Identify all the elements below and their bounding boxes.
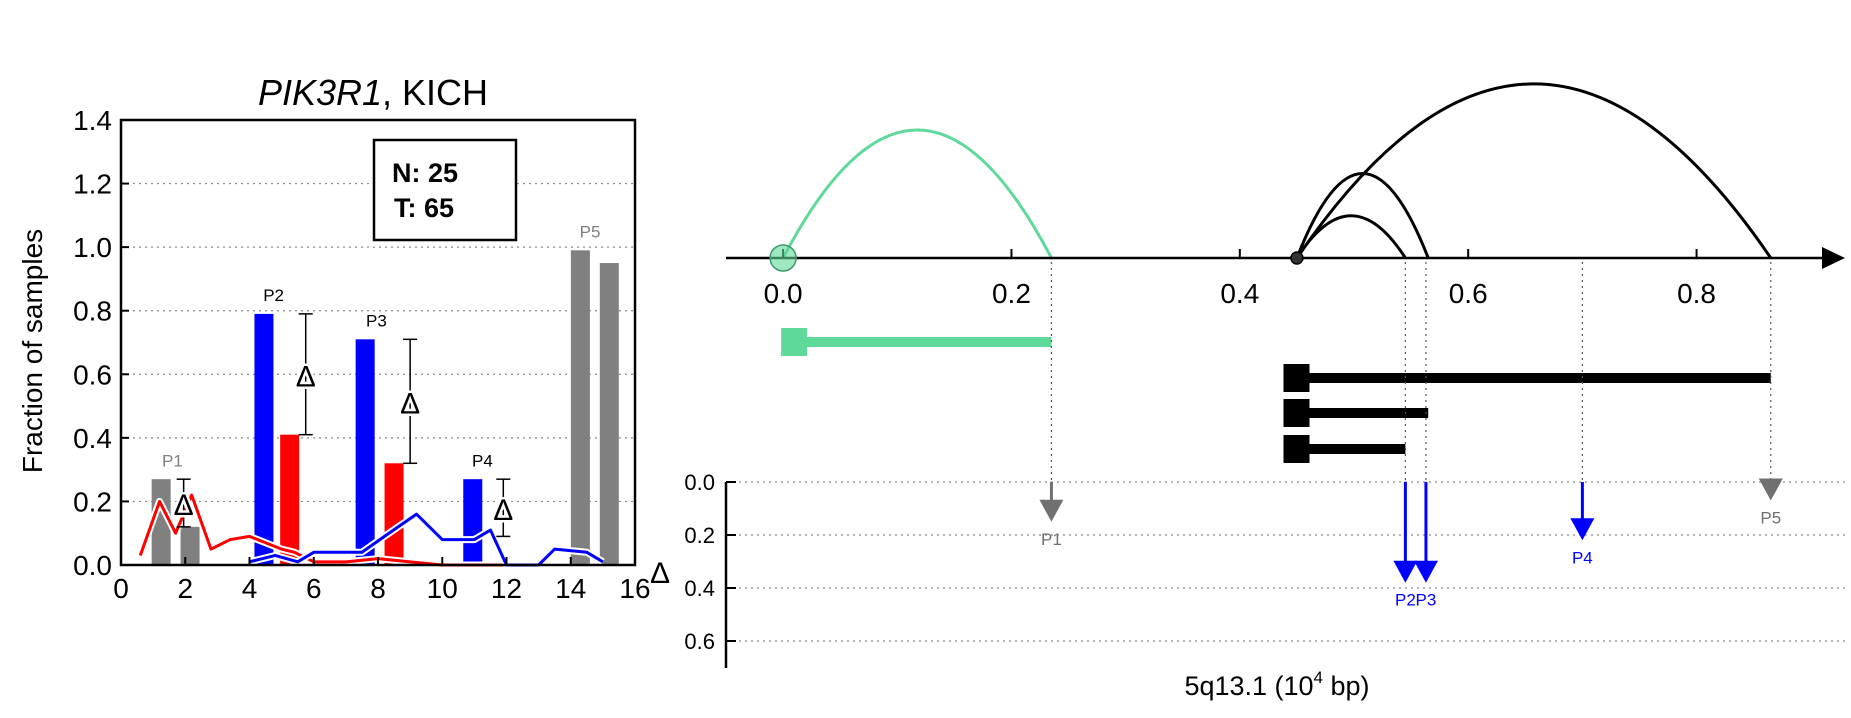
isoform-tracks (781, 328, 1771, 463)
junction-arc (781, 128, 1053, 259)
bar (463, 479, 483, 565)
left-chart-panel: PIK3R1, KICH Fraction of samples P1P2P3P… (17, 72, 651, 604)
y-tick-label: 1.4 (73, 105, 112, 136)
junction-arc (1295, 82, 1773, 259)
peak-label: P3 (366, 312, 387, 331)
delta-arrow-head (1413, 560, 1438, 583)
y-axis-label: Fraction of samples (17, 229, 48, 473)
y-tick-label: 0.0 (73, 550, 112, 581)
delta-y-tick-label: 0.2 (684, 523, 715, 548)
bar (570, 250, 590, 566)
peak-delta-label: P1 (1041, 530, 1062, 549)
delta-symbol: Δ (400, 387, 420, 420)
bar (254, 313, 274, 565)
y-tick-label: 1.0 (73, 232, 112, 263)
bar (384, 463, 404, 565)
delta-arrow-head (1393, 560, 1418, 583)
x-tick-label: 2 (177, 573, 193, 604)
peak-delta-label: P3 (1416, 591, 1437, 610)
gridlines (121, 182, 635, 503)
x-tick-label: 0.6 (1449, 278, 1488, 309)
delta-arrow-head (1758, 478, 1783, 501)
genomic-axis: 0.0 0.2 0.4 0.6 0.8 (726, 244, 1845, 309)
delta-symbol: Δ (493, 494, 513, 527)
bar (280, 434, 300, 565)
peak-label: P5 (580, 223, 601, 242)
x-tick-label: 0 (113, 573, 129, 604)
y-tick-label: 0.4 (73, 423, 112, 454)
x-axis-label-main: 5q13.1 (10 (1184, 671, 1313, 701)
x-tick-label: 0.8 (1677, 278, 1716, 309)
series-line (249, 512, 604, 567)
delta-axis: 0.0 0.2 0.4 0.6 (684, 470, 1848, 668)
junction-origin-point (769, 244, 797, 272)
chart-title-gene: PIK3R1 (258, 72, 382, 113)
x-tick-label: 12 (491, 573, 522, 604)
delta-symbol: Δ (296, 360, 316, 393)
x-tick-label: 0.0 (764, 278, 803, 309)
isoform-start-block (1283, 399, 1310, 427)
x-tick-label: 0.2 (992, 278, 1031, 309)
chart-title-cohort: , KICH (382, 72, 488, 113)
peak-label: P1 (162, 451, 183, 470)
delta-y-tick-label: 0.6 (684, 629, 715, 654)
peak-label: P2 (263, 286, 284, 305)
x-tick-label: 0.4 (1220, 278, 1259, 309)
isoform-start-block (1283, 364, 1310, 392)
delta-axis-label: Δ (650, 557, 670, 590)
peak-delta-label: P4 (1572, 548, 1593, 567)
x-axis-label: 5q13.1 (104 bp) (1184, 668, 1369, 701)
delta-markers: Δ Δ Δ Δ (171, 313, 516, 538)
x-tick-label: 4 (242, 573, 258, 604)
y-tick-label: 0.2 (73, 486, 112, 517)
y-tick-label: 1.2 (73, 169, 112, 200)
x-tick-label: 16 (619, 573, 650, 604)
delta-y-tick-label: 0.4 (684, 576, 715, 601)
x-axis-label-unit: bp) (1323, 671, 1370, 701)
delta-arrows: P1 P2 P3 P4 P5 (1039, 478, 1783, 610)
series-lines (136, 491, 605, 569)
peak-delta-label: P2 (1395, 591, 1416, 610)
series-line (138, 493, 507, 567)
x-tick-label: 6 (306, 573, 322, 604)
legend-box (372, 138, 518, 242)
junction-origin-point (1290, 251, 1304, 265)
chart-title: PIK3R1, KICH (258, 72, 488, 113)
junction-arcs (781, 82, 1773, 259)
x-axis-label-exponent: 4 (1314, 668, 1323, 687)
peak-delta-label: P5 (1760, 509, 1781, 528)
isoform-start-block (781, 328, 808, 356)
junction-arc (1295, 172, 1430, 259)
bars-group (151, 250, 619, 566)
y-tick-label: 0.6 (73, 359, 112, 390)
axis-arrowhead (1822, 247, 1845, 269)
peak-labels: P1 P2 P3 P4 P5 (162, 223, 600, 471)
delta-arrow-head (1039, 499, 1064, 522)
x-tick-label: 8 (370, 573, 386, 604)
legend-tumor-count: T: 65 (394, 193, 454, 223)
x-tick-label: 10 (427, 573, 458, 604)
axis-ticks: 0.0 0.2 0.4 0.6 0.8 1.0 1.2 1.4 0 2 4 6 8 10 12 14 16 (73, 105, 651, 604)
sample-count-legend: N: 25 T: 65 (372, 138, 518, 242)
x-tick-label: 14 (555, 573, 586, 604)
delta-arrow-head (1570, 518, 1595, 541)
peak-label: P4 (472, 451, 493, 470)
bar (599, 263, 619, 565)
isoform-start-block (1283, 435, 1310, 463)
delta-y-tick-label: 0.0 (684, 470, 715, 495)
bar (355, 339, 375, 565)
delta-symbol: Δ (174, 489, 194, 522)
y-tick-label: 0.8 (73, 296, 112, 327)
legend-normal-count: N: 25 (392, 158, 458, 188)
guide-lines (1050, 262, 1772, 482)
bar (180, 526, 200, 565)
